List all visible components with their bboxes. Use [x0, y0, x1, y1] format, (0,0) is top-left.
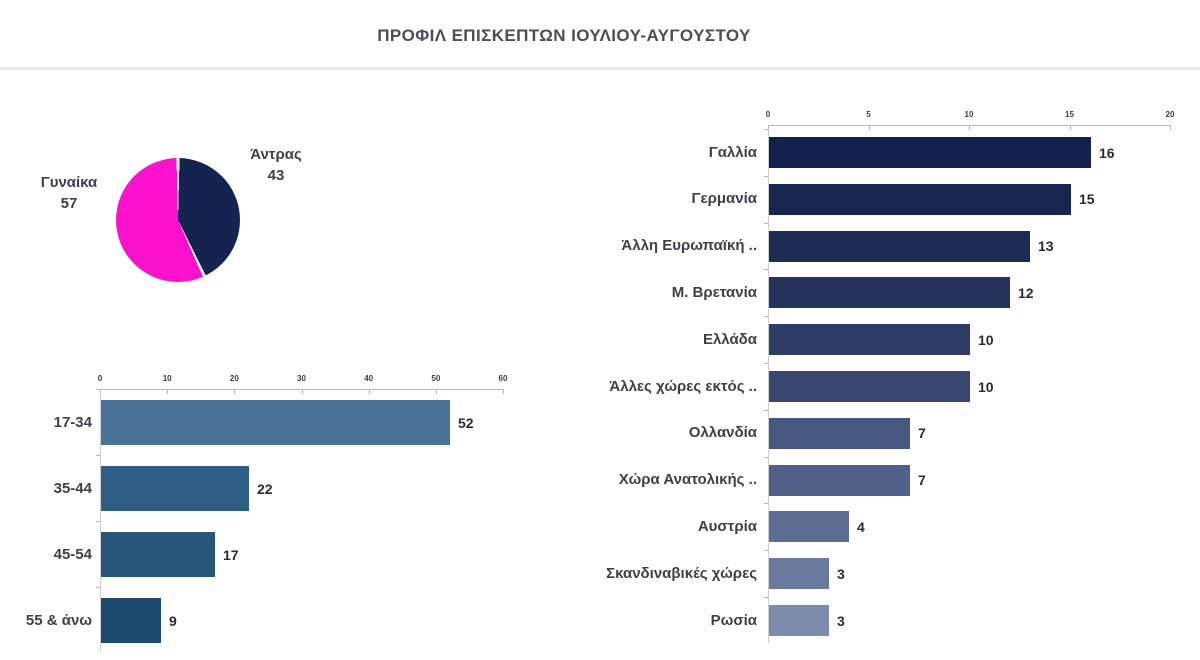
- x-axis-tick-label: 30: [297, 374, 306, 383]
- y-axis-tick: [764, 316, 768, 318]
- bar: [769, 511, 849, 543]
- x-axis-tick-label: 0: [97, 374, 103, 383]
- x-axis-tick-label: 20: [1165, 110, 1175, 119]
- x-axis-tick: [167, 389, 169, 394]
- bar: [769, 464, 910, 496]
- x-axis-tick-label: 5: [866, 110, 871, 119]
- value-label: 15: [1079, 191, 1095, 208]
- pie-label-male-value: 43: [267, 167, 285, 184]
- bar: [769, 605, 829, 636]
- x-axis-tick-label: 10: [162, 374, 172, 383]
- y-axis-tick: [764, 503, 768, 505]
- bar: [769, 230, 1030, 262]
- pie-label-female: Γυναίκα 57: [24, 172, 114, 214]
- pie-label-male-name: Άντρας: [250, 146, 302, 163]
- y-axis-tick: [764, 363, 768, 364]
- bar: [101, 400, 450, 445]
- pie-label-female-name: Γυναίκα: [40, 174, 98, 191]
- bar: [769, 137, 1091, 168]
- bar: [769, 324, 970, 356]
- x-axis-tick: [768, 125, 769, 130]
- value-label: 4: [857, 518, 865, 535]
- y-axis-line: [100, 389, 101, 652]
- category-label: Μ. Βρετανία: [671, 283, 757, 301]
- y-axis-tick: [764, 550, 768, 552]
- value-label: 10: [978, 378, 994, 395]
- x-axis-tick-label: 10: [964, 110, 974, 119]
- page-title: ΠΡΟΦΙΛ ΕΠΙΣΚΕΠΤΩΝ ΙΟΥΛΙΟΥ-ΑΥΓΟΥΣΤΟΥ: [377, 26, 751, 45]
- category-label: 17-34: [53, 413, 92, 431]
- category-label: Γαλλία: [708, 143, 757, 161]
- x-axis-tick: [100, 389, 101, 394]
- value-label: 7: [918, 472, 926, 489]
- x-axis-tick-label: 0: [765, 110, 771, 119]
- x-axis-tick: [301, 389, 303, 394]
- value-label: 52: [458, 414, 474, 431]
- y-axis-tick: [96, 455, 100, 456]
- y-axis-tick: [764, 222, 768, 224]
- y-axis-tick: [764, 269, 768, 271]
- y-axis-tick: [96, 389, 100, 390]
- value-label: 13: [1038, 238, 1054, 255]
- category-label: Χώρα Ανατολικής ..: [618, 471, 757, 489]
- x-axis-tick: [234, 389, 236, 394]
- y-axis-tick: [764, 129, 768, 130]
- category-label: Ολλανδία: [688, 424, 757, 442]
- x-axis-tick: [503, 389, 504, 394]
- x-axis-tick-label: 20: [229, 374, 239, 383]
- category-label: Γερμανία: [691, 190, 757, 208]
- category-label: 35-44: [53, 479, 92, 497]
- bar: [769, 183, 1071, 215]
- category-label: Ελλάδα: [702, 330, 757, 348]
- x-axis-tick: [368, 389, 370, 394]
- bar: [101, 532, 215, 577]
- x-axis-tick-label: 15: [1065, 110, 1074, 119]
- y-axis-tick: [764, 409, 768, 411]
- value-label: 7: [918, 425, 926, 442]
- value-label: 10: [978, 331, 994, 348]
- x-axis-tick: [1069, 125, 1071, 130]
- value-label: 3: [837, 612, 845, 629]
- y-axis-tick: [764, 175, 768, 177]
- bar: [769, 558, 829, 590]
- x-axis-tick: [969, 125, 970, 130]
- value-label: 16: [1099, 144, 1115, 161]
- y-axis-tick: [764, 597, 768, 598]
- y-axis-line: [768, 125, 769, 643]
- category-label: Άλλη Ευρωπαϊκή ..: [621, 237, 757, 255]
- category-label: Σκανδιναβικές χώρες: [606, 564, 757, 582]
- pie-label-male: Άντρας 43: [228, 144, 324, 186]
- bar: [769, 277, 1010, 309]
- x-axis-tick-label: 50: [431, 374, 441, 383]
- value-label: 17: [223, 546, 239, 563]
- value-label: 9: [169, 612, 177, 629]
- category-label: Άλλες χώρες εκτός ..: [609, 377, 757, 395]
- bar: [101, 598, 161, 643]
- category-label: Αυστρία: [697, 517, 757, 535]
- y-axis-tick: [96, 521, 100, 522]
- bar: [769, 371, 970, 402]
- value-label: 3: [837, 565, 845, 582]
- x-axis-tick: [435, 389, 437, 394]
- pie-label-female-value: 57: [60, 195, 78, 212]
- bar: [769, 417, 910, 449]
- gender-pie-chart: [116, 158, 240, 282]
- title-divider: [0, 67, 1200, 70]
- x-axis-tick-label: 60: [498, 374, 508, 383]
- x-axis-tick: [868, 125, 870, 130]
- value-label: 12: [1018, 284, 1034, 301]
- category-label: Ρωσία: [710, 611, 757, 629]
- x-axis-tick: [1170, 125, 1171, 130]
- y-axis-tick: [764, 456, 768, 458]
- y-axis-tick: [96, 587, 100, 588]
- category-label: 55 & άνω: [25, 611, 92, 629]
- category-label: 45-54: [53, 545, 92, 563]
- value-label: 22: [257, 480, 273, 497]
- bar: [101, 466, 249, 511]
- x-axis-tick-label: 40: [364, 374, 374, 383]
